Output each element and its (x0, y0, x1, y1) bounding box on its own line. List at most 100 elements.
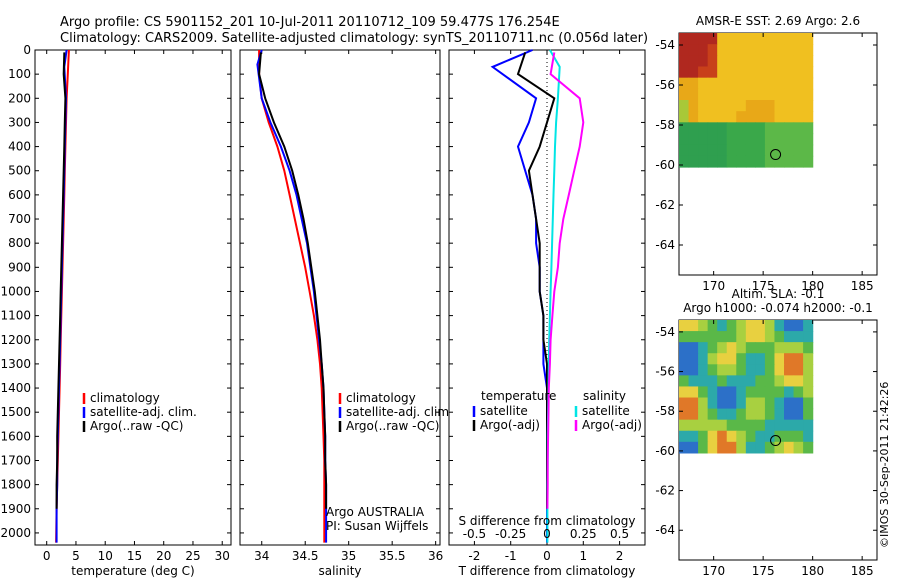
map-field-cell (803, 386, 814, 399)
map-title: Argo h1000: -0.074 h2000: -0.1 (683, 301, 873, 315)
map-field-cell (764, 353, 776, 365)
map-field-cell (755, 44, 766, 56)
map-x-tick-label: 180 (801, 564, 824, 578)
map-field-cell (793, 66, 804, 79)
map-field-cell (726, 419, 737, 432)
x-tick-label: 0 (543, 549, 551, 563)
depth-tick-label: 900 (8, 260, 31, 274)
map-field-cell (726, 408, 737, 421)
map-field-cell (755, 55, 766, 68)
map-field-cell (698, 144, 709, 157)
depth-tick-label: 1000 (0, 284, 31, 298)
map-field-cell (726, 342, 737, 354)
map-field-cell (707, 33, 718, 45)
map-field-cell (698, 33, 709, 45)
map-field-cell (698, 320, 709, 332)
depth-tick-label: 1500 (0, 405, 31, 419)
map-field-cell (745, 55, 756, 68)
map-field-cell (755, 386, 766, 399)
map-field-cell (707, 386, 718, 399)
map-field-cell (717, 430, 728, 443)
map-field-cell (679, 111, 690, 123)
map-field-cell (726, 44, 737, 56)
map-y-tick-label: -54 (655, 38, 675, 52)
map-field-cell (784, 331, 795, 343)
map-field-cell (698, 408, 709, 421)
map-field-cell (793, 122, 804, 135)
x-axis-label: temperature (deg C) (71, 564, 194, 578)
map-field-cell (793, 155, 804, 168)
map-field-cell (698, 397, 709, 410)
s-diff-tick-label: -0.5 (463, 527, 486, 541)
map-field-cell (707, 430, 718, 443)
map-field-cell (679, 364, 690, 376)
depth-tick-label: 500 (8, 164, 31, 178)
map-field-cell (745, 320, 756, 332)
map-field-cell (755, 122, 766, 135)
map-field-cell (755, 342, 766, 354)
map-field-cell (688, 441, 699, 454)
map-title: AMSR-E SST: 2.69 Argo: 2.6 (696, 14, 860, 28)
map-field-cell (736, 419, 747, 432)
map-field-cell (764, 111, 776, 123)
map-field-cell (736, 386, 747, 399)
plot-frame (34, 49, 232, 546)
map-field-cell (698, 111, 709, 123)
map-field-cell (793, 419, 804, 432)
map-field-cell (793, 144, 804, 157)
map-field-cell (688, 133, 699, 146)
map-field-cell (755, 408, 766, 421)
x-tick-label: 25 (185, 549, 200, 563)
depth-tick-label: 100 (8, 67, 31, 81)
map-field-cell (784, 66, 795, 79)
x-tick-label: 5 (72, 549, 80, 563)
sst-map-panel: 170 175 180 185 -54 -56 -58 -60 -62 -64 AMSR-E SST… (655, 14, 878, 293)
map-field-cell (774, 122, 785, 135)
map-field-cell (774, 44, 785, 56)
x-tick-label: -1 (505, 549, 517, 563)
map-field-cell (745, 100, 756, 112)
sal-series-line (258, 52, 328, 509)
map-field-cell (784, 342, 795, 354)
map-field-cell (726, 331, 737, 343)
s-diff-tick-label: 0 (543, 527, 551, 541)
map-field-cell (726, 364, 737, 376)
map-field-cell (764, 55, 776, 68)
map-field-cell (707, 66, 718, 79)
map-field-cell (717, 155, 728, 168)
temp-legend-2-label: Argo(..raw -QC) (90, 419, 183, 433)
map-field-cell (726, 100, 737, 112)
argo-position-marker (770, 149, 782, 161)
map-field-cell (764, 364, 776, 376)
map-field-cell (793, 364, 804, 376)
map-field-cell (707, 144, 718, 157)
map-field-cell (793, 441, 804, 454)
map-field-cell (707, 55, 718, 68)
map-y-tick-label: -56 (655, 365, 675, 379)
map-field-cell (736, 144, 747, 157)
temp-legend-0-label: climatology (90, 391, 160, 405)
map-field-cell (755, 320, 766, 332)
map-field-cell (784, 100, 795, 112)
depth-tick-label: 1100 (0, 309, 31, 323)
map-field-cell (698, 430, 709, 443)
map-y-tick-label: -58 (655, 404, 675, 418)
map-field-cell (764, 408, 776, 421)
map-field-cell (793, 44, 804, 56)
x-axis-label: T difference from climatology (458, 564, 636, 578)
map-field-cell (688, 77, 699, 90)
map-field-cell (717, 100, 728, 112)
map-field-cell (726, 386, 737, 399)
map-field-cell (726, 77, 737, 90)
map-field-cell (803, 133, 814, 146)
map-field-cell (736, 342, 747, 354)
map-field-cell (736, 55, 747, 68)
map-field-cell (755, 419, 766, 432)
map-field-cell (717, 408, 728, 421)
map-field-cell (707, 408, 718, 421)
map-field-cell (774, 353, 785, 365)
map-field-cell (717, 441, 728, 454)
map-field-cell (736, 441, 747, 454)
map-field-cell (745, 375, 756, 388)
map-field-cell (784, 419, 795, 432)
